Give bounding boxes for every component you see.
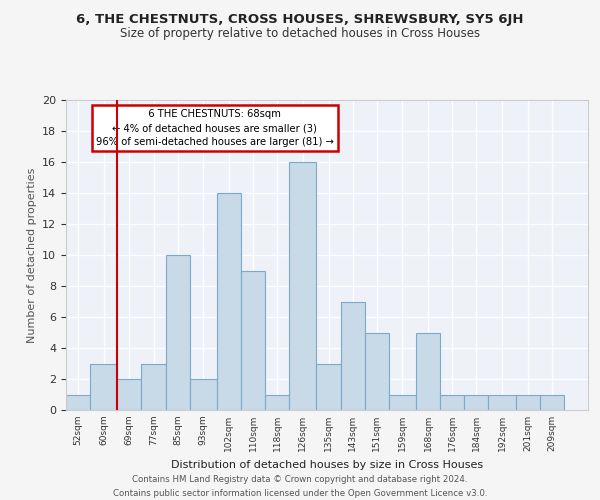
Bar bbox=[90, 364, 117, 410]
Bar bbox=[365, 332, 389, 410]
Bar bbox=[217, 193, 241, 410]
Bar bbox=[389, 394, 416, 410]
Bar bbox=[440, 394, 464, 410]
Bar bbox=[289, 162, 316, 410]
Bar bbox=[265, 394, 289, 410]
Bar bbox=[488, 394, 515, 410]
Bar bbox=[142, 364, 166, 410]
Bar bbox=[464, 394, 488, 410]
Text: 6, THE CHESTNUTS, CROSS HOUSES, SHREWSBURY, SY5 6JH: 6, THE CHESTNUTS, CROSS HOUSES, SHREWSBU… bbox=[76, 12, 524, 26]
Text: Size of property relative to detached houses in Cross Houses: Size of property relative to detached ho… bbox=[120, 28, 480, 40]
Bar bbox=[241, 270, 265, 410]
Bar bbox=[316, 364, 341, 410]
Bar bbox=[166, 255, 190, 410]
Bar bbox=[540, 394, 564, 410]
Bar bbox=[117, 379, 142, 410]
Bar bbox=[190, 379, 217, 410]
Text: 6 THE CHESTNUTS: 68sqm  
← 4% of detached houses are smaller (3)
96% of semi-det: 6 THE CHESTNUTS: 68sqm ← 4% of detached … bbox=[96, 110, 334, 148]
Bar bbox=[66, 394, 90, 410]
Y-axis label: Number of detached properties: Number of detached properties bbox=[26, 168, 37, 342]
Text: Contains HM Land Registry data © Crown copyright and database right 2024.
Contai: Contains HM Land Registry data © Crown c… bbox=[113, 476, 487, 498]
Bar bbox=[416, 332, 440, 410]
Bar bbox=[515, 394, 540, 410]
Bar bbox=[341, 302, 365, 410]
X-axis label: Distribution of detached houses by size in Cross Houses: Distribution of detached houses by size … bbox=[171, 460, 483, 469]
